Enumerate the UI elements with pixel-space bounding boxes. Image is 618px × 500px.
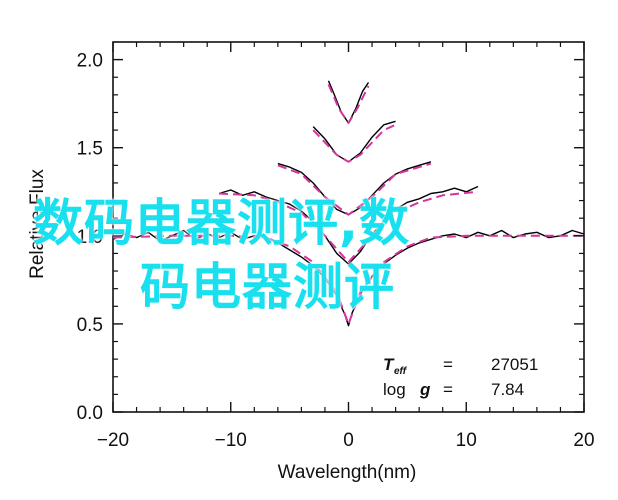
observed-line-0 xyxy=(112,229,585,327)
x-tick-label: 10 xyxy=(456,430,477,451)
x-tick-label: 0 xyxy=(343,430,354,451)
observed-line-4 xyxy=(327,80,370,124)
x-tick-label: −20 xyxy=(97,430,129,451)
observed-line-3 xyxy=(312,120,396,163)
logg-value: 7.84 xyxy=(491,380,524,399)
x-tick-label: −10 xyxy=(215,430,247,451)
y-tick-label: 0.5 xyxy=(77,315,103,336)
model-line-0 xyxy=(112,234,584,325)
y-tick-label: 1.0 xyxy=(77,227,103,248)
teff-label: T xyxy=(383,355,395,374)
watermark-line-1: 数码电器测评,数 xyxy=(33,194,410,252)
watermark-line-2: 码电器测评 xyxy=(140,258,395,316)
logg-label: log xyxy=(383,380,406,399)
y-axis-label: Relative Flux xyxy=(27,169,48,279)
teff-subscript: eff xyxy=(394,366,408,377)
teff-equals: = xyxy=(443,355,453,374)
logg-g: g xyxy=(419,380,431,399)
observed-line-1 xyxy=(218,185,479,265)
model-line-1 xyxy=(218,190,479,264)
teff-value: 27051 xyxy=(491,355,538,374)
y-tick-label: 1.5 xyxy=(77,139,103,160)
observed-line-2 xyxy=(277,161,432,216)
y-tick-label: 0.0 xyxy=(77,403,103,424)
parameter-annotation: T eff = 27051 log g = 7.84 xyxy=(383,355,538,399)
model-line-2 xyxy=(277,162,432,216)
logg-equals: = xyxy=(443,380,453,399)
model-line-3 xyxy=(312,123,397,163)
x-tick-label: 20 xyxy=(573,430,594,451)
x-axis-label: Wavelength(nm) xyxy=(278,462,417,483)
y-tick-label: 2.0 xyxy=(77,51,103,72)
model-line-4 xyxy=(327,83,370,124)
